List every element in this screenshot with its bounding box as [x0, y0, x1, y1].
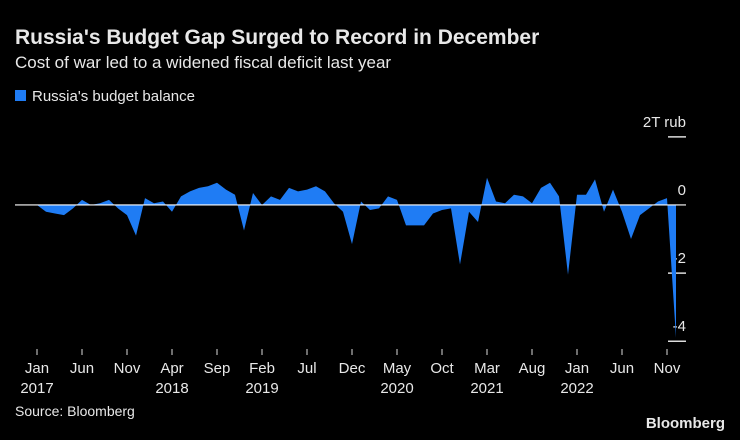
x-tick-label: Jan: [25, 360, 49, 377]
x-year-label: 2020: [380, 380, 413, 397]
x-tick-label: Dec: [339, 360, 366, 377]
y-tick-label: 0: [678, 182, 686, 199]
x-year-label: 2019: [245, 380, 278, 397]
area: [37, 177, 676, 338]
legend-label: Russia's budget balance: [32, 88, 195, 105]
x-tick-label: Jun: [70, 360, 94, 377]
x-tick-label: Jun: [610, 360, 634, 377]
x-year-label: 2017: [20, 380, 53, 397]
x-tick-label: Jan: [565, 360, 589, 377]
logo: Bloomberg: [646, 415, 725, 432]
x-year-label: 2018: [155, 380, 188, 397]
y-tick-label: 2T rub: [643, 114, 686, 131]
x-tick-label: Sep: [204, 360, 231, 377]
source: Source: Bloomberg: [15, 403, 135, 419]
x-tick-label: Aug: [519, 360, 546, 377]
x-tick-label: Jul: [297, 360, 316, 377]
x-tick-label: Apr: [160, 360, 183, 377]
x-tick-label: May: [383, 360, 412, 377]
x-tick-label: Mar: [474, 360, 500, 377]
chart-subtitle: Cost of war led to a widened fiscal defi…: [15, 53, 391, 72]
x-tick-label: Feb: [249, 360, 275, 377]
x-year-label: 2022: [560, 380, 593, 397]
x-tick-label: Oct: [430, 360, 454, 377]
x-tick-label: Nov: [114, 360, 141, 377]
y-tick-label: -4: [673, 318, 686, 335]
x-tick-label: Nov: [654, 360, 681, 377]
x-year-label: 2021: [470, 380, 503, 397]
chart-title: Russia's Budget Gap Surged to Record in …: [15, 26, 539, 49]
legend-swatch: [15, 90, 26, 101]
